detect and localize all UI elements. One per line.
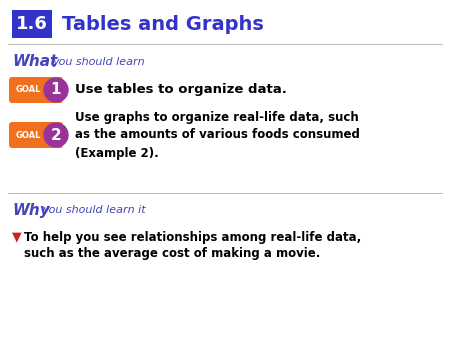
Text: you should learn it: you should learn it [42, 205, 146, 215]
Text: GOAL: GOAL [15, 130, 40, 140]
Text: Use tables to organize data.: Use tables to organize data. [75, 83, 287, 97]
Circle shape [44, 123, 68, 147]
Text: 2: 2 [50, 127, 61, 143]
Text: 1.6: 1.6 [16, 15, 48, 33]
FancyBboxPatch shape [12, 10, 52, 38]
Text: 1: 1 [51, 82, 61, 97]
Text: What: What [12, 54, 57, 70]
Text: Tables and Graphs: Tables and Graphs [62, 15, 264, 33]
Text: To help you see relationships among real-life data,: To help you see relationships among real… [24, 231, 361, 243]
Text: such as the average cost of making a movie.: such as the average cost of making a mov… [24, 246, 320, 260]
Text: ▼: ▼ [12, 231, 22, 243]
Text: Why: Why [12, 202, 50, 217]
FancyBboxPatch shape [9, 77, 63, 103]
Text: you should learn: you should learn [52, 57, 144, 67]
Circle shape [44, 78, 68, 102]
Text: Use graphs to organize real-life data, such
as the amounts of various foods cons: Use graphs to organize real-life data, s… [75, 111, 360, 160]
Text: GOAL: GOAL [15, 86, 40, 95]
FancyBboxPatch shape [9, 122, 63, 148]
